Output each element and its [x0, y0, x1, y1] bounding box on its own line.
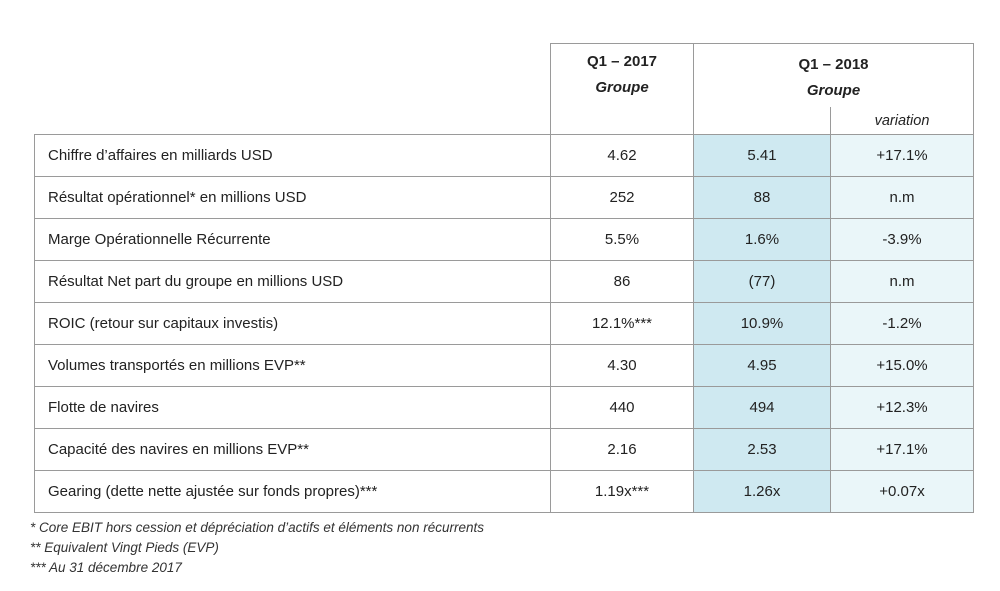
row-label: Capacité des navires en millions EVP**: [34, 428, 551, 471]
cell-q1-2018: 4.95: [693, 344, 831, 387]
cell-variation: -3.9%: [830, 218, 974, 261]
header-q1-2018-label: Q1 – 2018: [798, 56, 869, 73]
financial-results-table: Q1 – 2017 Groupe Q1 – 2018 Groupe variat…: [34, 43, 974, 513]
row-label: Flotte de navires: [34, 386, 551, 429]
cell-q1-2017: 2.16: [550, 428, 694, 471]
footnote-1: * Core EBIT hors cession et dépréciation…: [30, 520, 484, 535]
header-q1-2017: Q1 – 2017 Groupe: [550, 43, 694, 135]
cell-q1-2018: 5.41: [693, 134, 831, 177]
header-row-top: Q1 – 2017 Groupe Q1 – 2018 Groupe: [35, 43, 974, 135]
cell-q1-2017: 12.1%***: [550, 302, 694, 345]
table-row: Capacité des navires en millions EVP** 2.…: [34, 428, 974, 471]
cell-variation: +0.07x: [830, 470, 974, 513]
cell-variation: +12.3%: [830, 386, 974, 429]
table-row: Résultat Net part du groupe en millions …: [34, 260, 974, 303]
cell-q1-2017: 1.19x***: [550, 470, 694, 513]
table-row: Marge Opérationnelle Récurrente 5.5% 1.6% -…: [34, 218, 974, 261]
cell-q1-2018: 10.9%: [693, 302, 831, 345]
footnote-3: *** Au 31 décembre 2017: [30, 560, 182, 575]
cell-variation: n.m: [830, 176, 974, 219]
table-row: ROIC (retour sur capitaux investis) 12.1%…: [34, 302, 974, 345]
cell-variation: +15.0%: [830, 344, 974, 387]
table-row: Volumes transportés en millions EVP** 4.3…: [34, 344, 974, 387]
row-label: Résultat opérationnel* en millions USD: [34, 176, 551, 219]
cell-q1-2018: 2.53: [693, 428, 831, 471]
header-q1-2017-label: Q1 – 2017: [586, 53, 658, 70]
cell-q1-2018: 494: [693, 386, 831, 429]
row-label: Volumes transportés en millions EVP**: [34, 344, 551, 387]
header-q1-2018-sub: Groupe: [806, 82, 861, 99]
cell-variation: n.m: [830, 260, 974, 303]
footnotes: * Core EBIT hors cession et dépréciation…: [30, 518, 484, 578]
table-row: Résultat opérationnel* en millions USD 25…: [34, 176, 974, 219]
cell-q1-2018: 1.6%: [693, 218, 831, 261]
cell-q1-2017: 86: [550, 260, 694, 303]
cell-variation: -1.2%: [830, 302, 974, 345]
row-label: ROIC (retour sur capitaux investis): [34, 302, 551, 345]
footnote-2: ** Equivalent Vingt Pieds (EVP): [30, 540, 219, 555]
header-q1-2017-sub: Groupe: [595, 79, 649, 96]
table-row: Gearing (dette nette ajustée sur fonds p…: [34, 470, 974, 513]
cell-q1-2017: 252: [550, 176, 694, 219]
cell-q1-2017: 4.30: [550, 344, 694, 387]
row-label: Marge Opérationnelle Récurrente: [34, 218, 551, 261]
row-label: Chiffre d’affaires en milliards USD: [34, 134, 551, 177]
cell-variation: +17.1%: [830, 134, 974, 177]
cell-q1-2017: 5.5%: [550, 218, 694, 261]
cell-q1-2017: 440: [550, 386, 694, 429]
row-label: Gearing (dette nette ajustée sur fonds p…: [34, 470, 551, 513]
header-variation: variation: [830, 107, 974, 135]
header-q1-2018: Q1 – 2018 Groupe: [693, 43, 974, 107]
cell-q1-2017: 4.62: [550, 134, 694, 177]
table-row: Flotte de navires 440 494 +12.3%: [34, 386, 974, 429]
cell-variation: +17.1%: [830, 428, 974, 471]
cell-q1-2018: 1.26x: [693, 470, 831, 513]
cell-q1-2018: (77): [693, 260, 831, 303]
cell-q1-2018: 88: [693, 176, 831, 219]
table-row: Chiffre d’affaires en milliards USD 4.62 5…: [34, 134, 974, 177]
row-label: Résultat Net part du groupe en millions …: [34, 260, 551, 303]
header-row-bottom: variation: [35, 107, 974, 135]
